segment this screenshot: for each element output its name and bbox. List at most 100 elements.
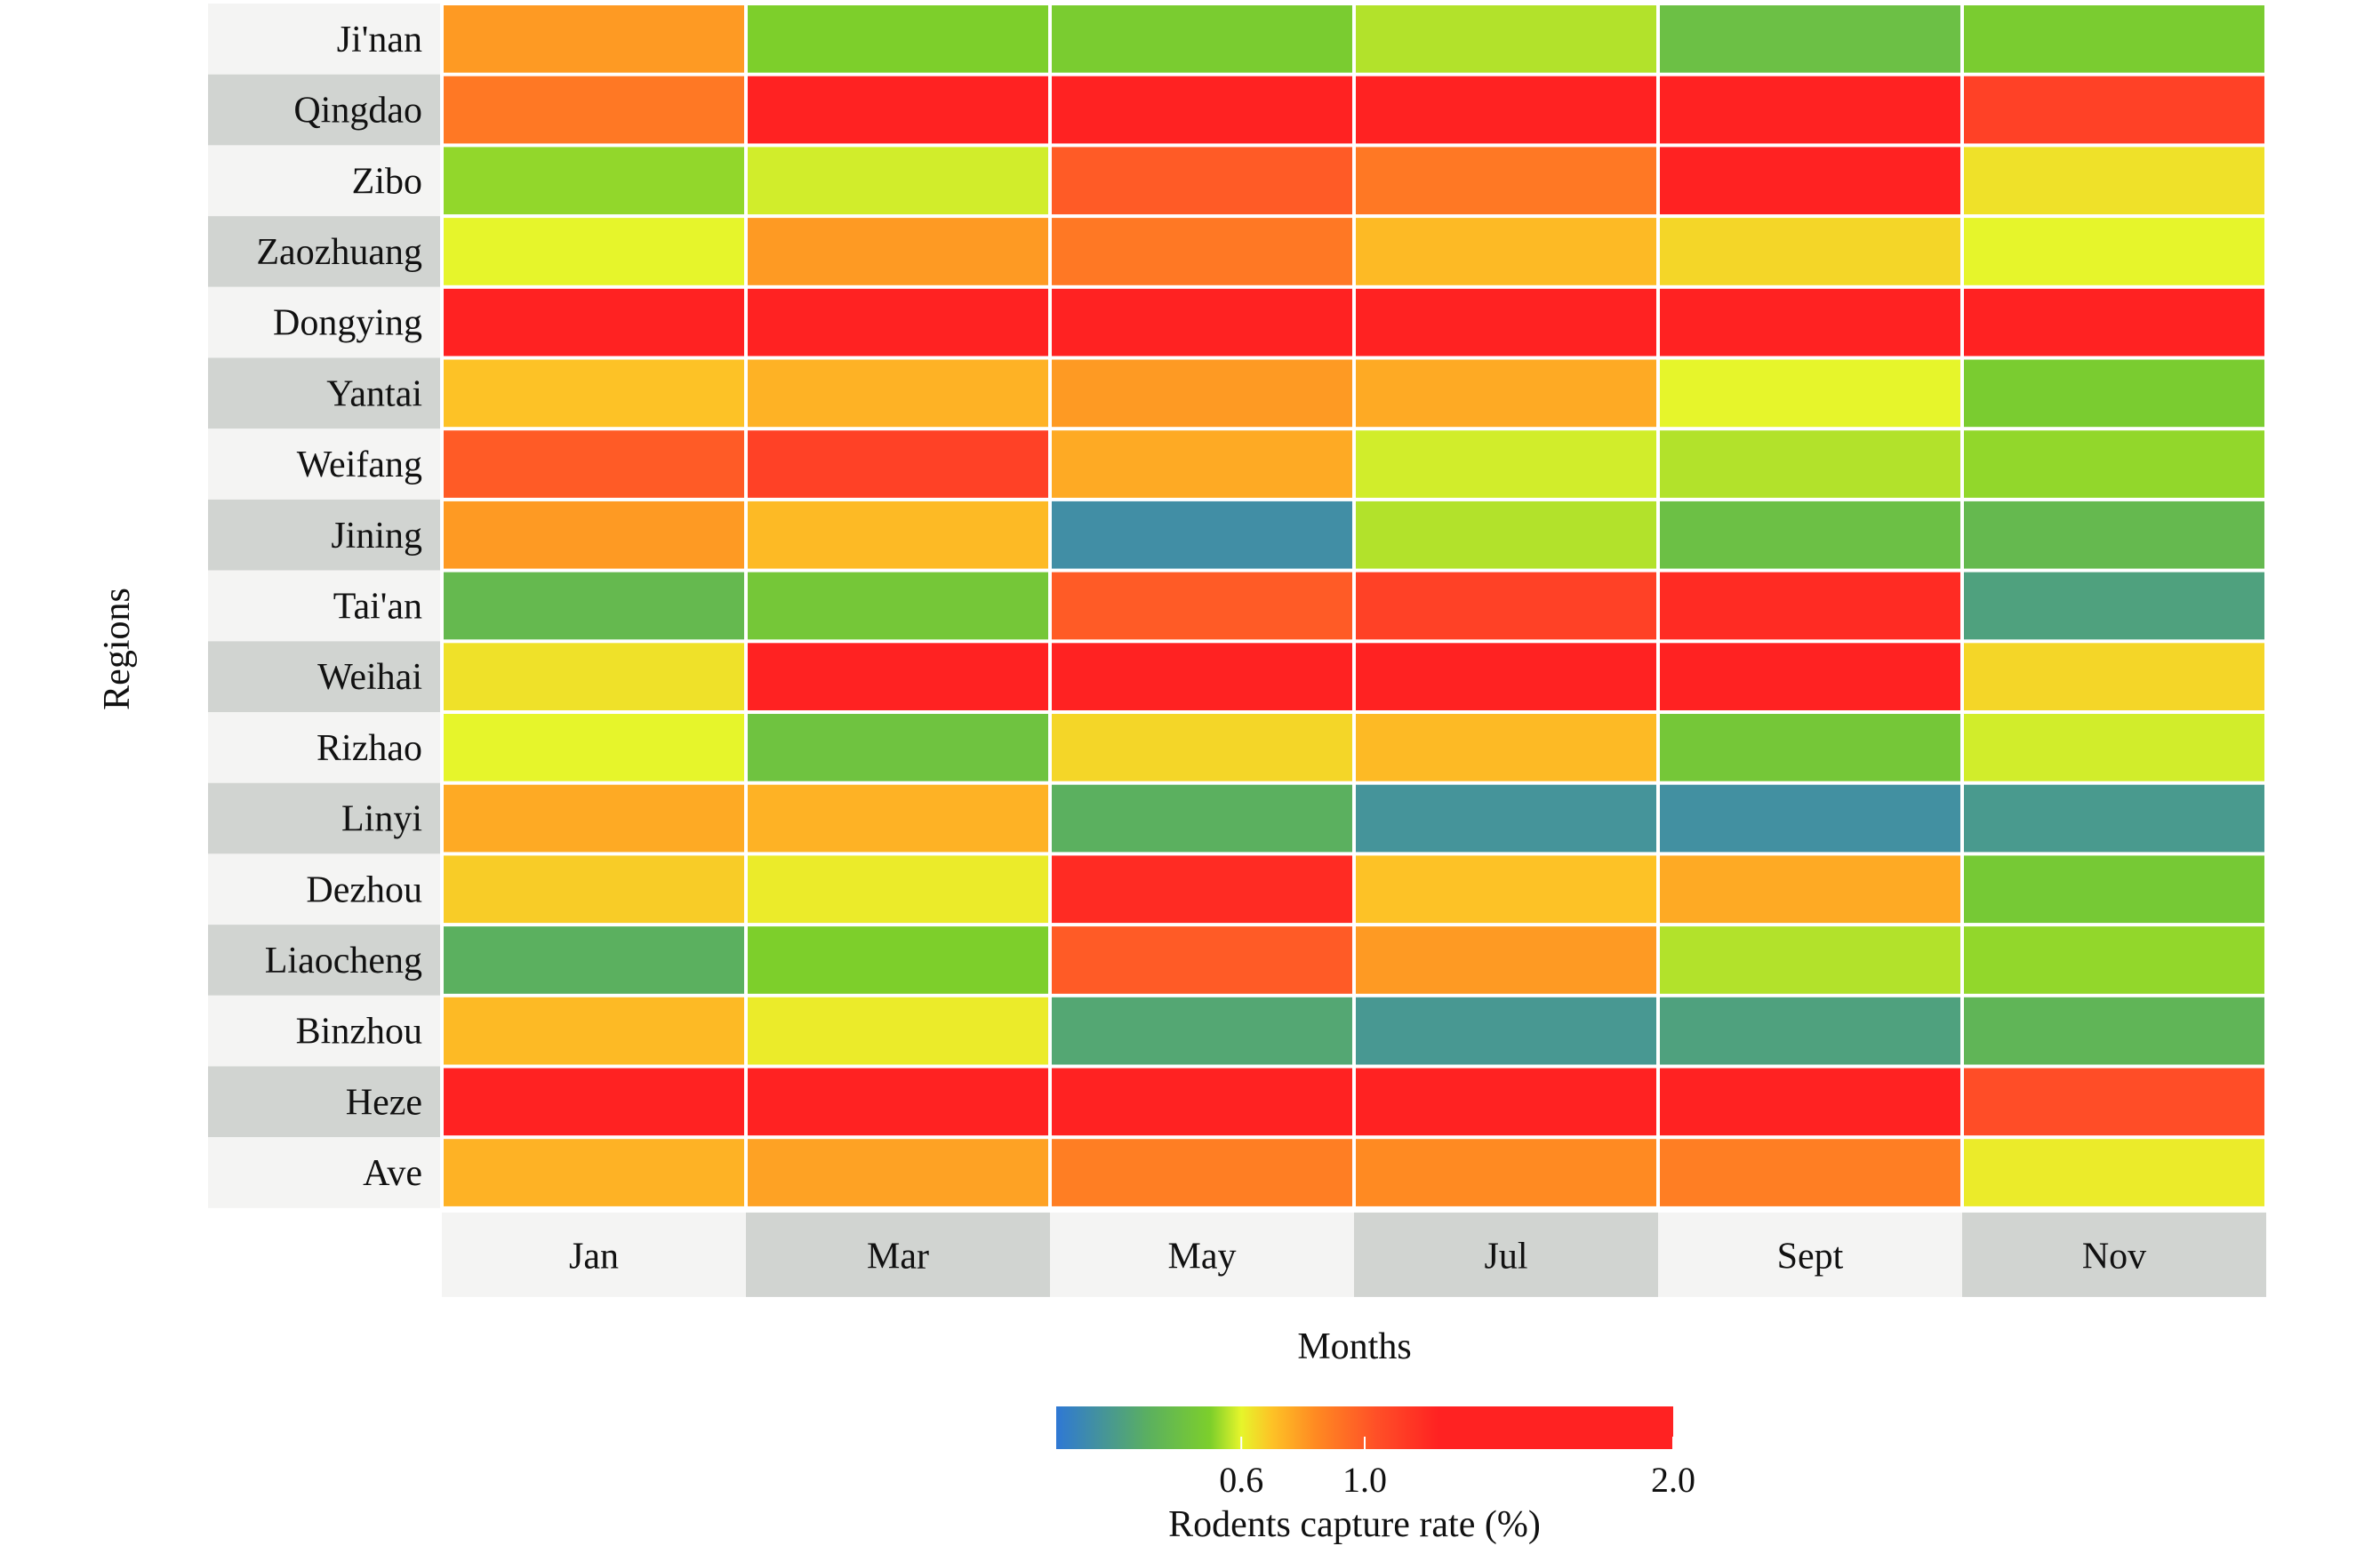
row-label: Zibo: [352, 161, 422, 202]
colorbar-tick-label: 2.0: [1651, 1460, 1695, 1500]
heatmap-cell: [444, 359, 744, 428]
col-label-bg: [1050, 1212, 1354, 1297]
heatmap-cell: [1356, 359, 1656, 428]
row-label: Dezhou: [306, 869, 422, 910]
col-label: Mar: [867, 1236, 929, 1277]
heatmap-cell: [1964, 572, 2264, 640]
heatmap-cell: [748, 359, 1048, 428]
heatmap-cell: [1964, 855, 2264, 924]
heatmap-cell: [444, 1139, 744, 1206]
heatmap-cell: [1356, 430, 1656, 498]
heatmap-cell: [1660, 430, 1960, 498]
heatmap-cell: [1660, 926, 1960, 994]
heatmap-cell: [444, 855, 744, 924]
colorbar-tick-label: 0.6: [1219, 1460, 1263, 1500]
heatmap-cell: [748, 218, 1048, 285]
row-label: Linyi: [341, 799, 422, 840]
row-label: Dongying: [273, 303, 422, 344]
row-label: Ave: [363, 1153, 422, 1194]
heatmap-cell: [1052, 76, 1352, 144]
heatmap-cell: [1964, 784, 2264, 853]
heatmap-cell: [1052, 855, 1352, 924]
heatmap-cell: [1660, 147, 1960, 215]
heatmap-cell: [748, 997, 1048, 1065]
heatmap-cell: [1052, 147, 1352, 215]
heatmap-cell: [1660, 997, 1960, 1065]
heatmap-cell: [1052, 926, 1352, 994]
heatmap-cell: [1964, 430, 2264, 498]
row-label-bg: [208, 925, 440, 996]
row-label: Weihai: [317, 657, 422, 698]
heatmap-cell: [1052, 784, 1352, 853]
heatmap-cell: [1356, 714, 1656, 781]
col-label-bg: [1354, 1212, 1658, 1297]
heatmap-cell: [1964, 643, 2264, 710]
row-label-bg: [208, 853, 440, 925]
heatmap-cell: [1052, 643, 1352, 710]
heatmap-cell: [1660, 643, 1960, 710]
heatmap-cell: [1964, 1068, 2264, 1136]
colorbar-legend: 0.6 1.0 2.0: [1056, 1406, 1695, 1500]
heatmap-cell: [1964, 76, 2264, 144]
heatmap-cell: [1356, 76, 1656, 144]
row-label-bg: [208, 570, 440, 642]
col-label-group: Jan Mar May Jul Sept Nov: [442, 1212, 2266, 1297]
heatmap-cell: [1052, 218, 1352, 285]
heatmap-cell: [1356, 572, 1656, 640]
heatmap-cell: [748, 501, 1048, 569]
heatmap-cell: [1660, 714, 1960, 781]
heatmap-cell: [748, 76, 1048, 144]
heatmap-cell: [748, 288, 1048, 356]
x-axis-title: Months: [1297, 1326, 1412, 1367]
col-label: Jul: [1484, 1236, 1527, 1277]
heatmap-cell: [1964, 5, 2264, 73]
heatmap-cell: [1356, 218, 1656, 285]
row-label-bg: [208, 216, 440, 287]
col-label: Nov: [2082, 1236, 2146, 1277]
row-label-group: Ji'nan Qingdao Zibo Zaozhuang Dongying Yantai…: [208, 4, 440, 1208]
col-label: Jan: [569, 1236, 619, 1277]
row-label-bg: [208, 712, 440, 783]
row-label-bg: [208, 995, 440, 1067]
heatmap-cell: [444, 643, 744, 710]
legend-title: Rodents capture rate (%): [1168, 1504, 1541, 1545]
heatmap-cell: [1356, 147, 1656, 215]
heatmap-cell: [444, 926, 744, 994]
heatmap-cell: [1356, 997, 1656, 1065]
heatmap-cell: [1356, 643, 1656, 710]
col-label-bg: [1658, 1212, 1962, 1297]
row-label: Jining: [331, 516, 422, 557]
heatmap-cell: [1356, 1139, 1656, 1206]
row-label: Heze: [346, 1082, 422, 1123]
heatmap-cell: [444, 784, 744, 853]
row-label-bg: [208, 1066, 440, 1138]
row-label-bg: [208, 782, 440, 854]
col-label-bg: [746, 1212, 1050, 1297]
heatmap-cell: [1052, 997, 1352, 1065]
heatmap-cell: [1660, 501, 1960, 569]
heatmap-cell: [1964, 147, 2264, 215]
heatmap-cell: [1052, 5, 1352, 73]
cell-group: [444, 5, 2264, 1206]
heatmap-cell: [444, 288, 744, 356]
heatmap-cell: [1964, 501, 2264, 569]
heatmap-cell: [1660, 1139, 1960, 1206]
heatmap-cell: [1964, 714, 2264, 781]
heatmap-cell: [748, 430, 1048, 498]
heatmap-cell: [1660, 76, 1960, 144]
col-label-bg: [1962, 1212, 2266, 1297]
heatmap-cell: [748, 926, 1048, 994]
heatmap-cell: [748, 147, 1048, 215]
heatmap-cell: [1660, 572, 1960, 640]
colorbar-tick-label: 1.0: [1342, 1460, 1387, 1500]
heatmap-cell: [1052, 1068, 1352, 1136]
heatmap-cell: [1660, 855, 1960, 924]
heatmap-cell: [444, 76, 744, 144]
heatmap-cell: [444, 997, 744, 1065]
heatmap-cell: [1964, 288, 2264, 356]
row-label: Liaocheng: [265, 941, 422, 981]
row-label-bg: [208, 4, 440, 75]
row-label: Tai'an: [333, 586, 422, 627]
heatmap-cell: [1964, 359, 2264, 428]
